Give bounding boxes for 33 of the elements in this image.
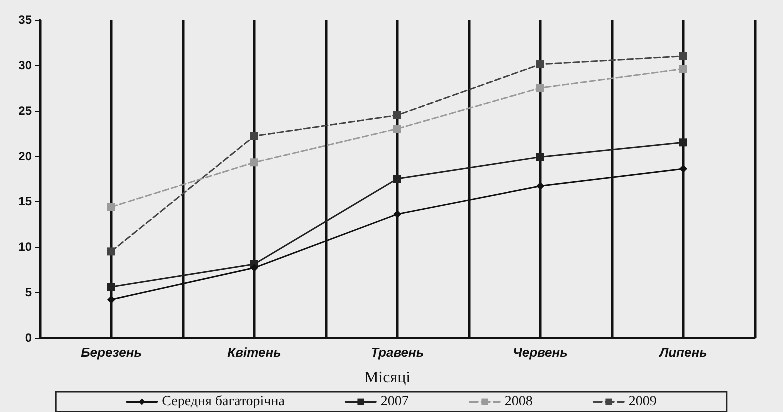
point [250,158,258,167]
point [108,203,116,212]
point [680,138,688,147]
x-tick-label: Липень [658,345,708,360]
point [394,175,402,183]
x-axis-title: Місяці [364,370,412,386]
point [536,153,544,162]
y-tick-label: 20 [18,149,32,164]
point [250,132,258,140]
point [680,65,688,74]
legend-label: Середня багаторічна [162,394,286,410]
y-tick-label: 30 [18,58,32,72]
y-tick-label: 0 [25,331,32,345]
point [536,182,544,190]
y-tick-label: 15 [18,194,32,209]
point [680,52,688,60]
point [108,248,116,256]
x-tick-label: Квітень [228,345,282,360]
x-tick-label: Травень [370,345,424,360]
y-tick-label: 25 [18,104,32,118]
legend-label: 2008 [504,394,533,410]
y-tick-label: 35 [18,13,32,27]
y-tick-label: 5 [25,286,32,300]
y-tick-label: 10 [18,240,32,254]
x-tick-label: Березень [81,345,142,360]
point [536,84,544,92]
legend-label: 2007 [380,394,409,410]
x-tick-label: Червень [513,345,568,360]
point [536,60,544,69]
point [108,283,116,292]
legend-label: 2009 [628,394,657,410]
point [394,111,402,120]
point [394,125,402,134]
